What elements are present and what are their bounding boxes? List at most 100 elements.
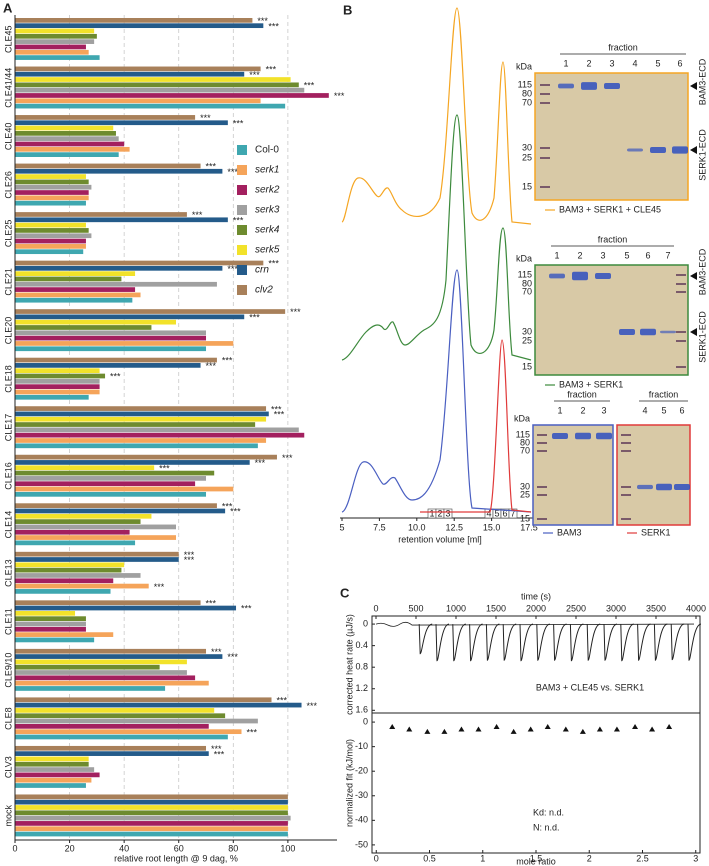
bar: [15, 77, 291, 82]
x-tick-label: 20: [65, 843, 75, 853]
bar: [15, 610, 76, 616]
marker-label: 15: [522, 181, 532, 191]
bar: [15, 28, 95, 34]
bar: [15, 384, 100, 390]
fraction-label: 4: [486, 508, 491, 518]
bar: [15, 632, 114, 637]
category-label: CLE26: [3, 171, 13, 199]
significance: ***: [233, 118, 244, 128]
significance: ***: [222, 356, 233, 366]
significance: ***: [227, 652, 238, 662]
bar: [15, 751, 209, 756]
bar: [15, 406, 267, 411]
y-tick-label: 1.2: [355, 683, 368, 693]
injection-peak: [553, 623, 567, 661]
x-tick-label: 1: [480, 853, 485, 863]
chromatogram-trace: [341, 114, 532, 361]
bar: [15, 217, 228, 223]
bar: [15, 524, 176, 530]
significance: ***: [222, 501, 233, 511]
bar: [15, 260, 264, 266]
protein-band: [575, 432, 591, 440]
fraction-box: [443, 508, 453, 519]
category-label: mock: [3, 804, 13, 826]
data-point: [649, 726, 656, 732]
x-axis-label: mole ratio: [516, 856, 556, 866]
x-tick-label: 17.5: [520, 522, 538, 532]
significance: ***: [110, 372, 121, 382]
bar: [15, 600, 201, 606]
plot-frame: [371, 615, 701, 714]
protein-band: [674, 484, 690, 490]
bar: [15, 287, 136, 292]
y-tick-label: 0: [363, 618, 368, 628]
lane-label: 2: [586, 58, 591, 68]
significance: ***: [249, 70, 260, 80]
data-point: [632, 724, 639, 729]
bar: [15, 357, 217, 363]
protein-band: [549, 273, 565, 279]
data-point: [613, 726, 620, 732]
bar: [15, 535, 176, 540]
bar: [15, 125, 114, 131]
bar: [15, 519, 141, 524]
fraction-label: 1: [429, 508, 434, 518]
bar: [15, 805, 288, 810]
legend-swatch: [237, 225, 247, 235]
protein-band: [637, 484, 653, 490]
protein-band: [627, 148, 643, 152]
category-label: CLV3: [3, 756, 13, 778]
injection-peak: [653, 623, 668, 661]
x-tick-label: 5: [339, 522, 344, 532]
bar: [15, 314, 245, 320]
x-tick-label: 12.5: [445, 522, 463, 532]
ladder-band: [537, 486, 547, 488]
protein-band: [672, 146, 688, 154]
bar: [15, 718, 258, 724]
panel-label: B: [343, 2, 352, 17]
bar: [15, 368, 100, 374]
bar: [15, 276, 122, 282]
bar: [15, 503, 217, 509]
chromatogram-trace: [341, 269, 532, 513]
significance: ***: [184, 550, 195, 560]
bar: [15, 794, 288, 800]
bar: [15, 222, 86, 228]
injection-peak: [620, 623, 635, 662]
fraction-box: [508, 508, 518, 519]
gel-caption: BAM3: [557, 527, 582, 537]
significance: ***: [257, 16, 268, 26]
chromatogram-trace: [420, 339, 532, 513]
x-tick-label: 1000: [446, 603, 466, 613]
ladder-band: [537, 434, 547, 436]
significance: ***: [206, 598, 217, 608]
bar: [15, 271, 136, 276]
bar: [15, 756, 89, 762]
significance: ***: [266, 65, 277, 75]
baseline: [375, 621, 695, 627]
bar: [15, 772, 100, 778]
bar: [15, 723, 209, 729]
significance: ***: [271, 404, 282, 414]
ladder-band: [537, 442, 547, 444]
injection-peak: [502, 623, 517, 661]
bar: [15, 93, 329, 98]
category-label: CLE8: [3, 707, 13, 730]
bar: [15, 831, 288, 837]
category-label: CLE17: [3, 414, 13, 442]
lane-label: 4: [642, 405, 647, 415]
y-tick-label: -50: [355, 839, 368, 849]
bar: [15, 373, 106, 379]
annotation: Kd: n.d.: [533, 807, 564, 817]
bar: [15, 637, 95, 643]
y-tick-label: -20: [355, 766, 368, 776]
lane-label: 3: [600, 250, 605, 260]
x-tick-label: 2000: [526, 603, 546, 613]
gel: [532, 424, 614, 526]
band-label: BAM3-ECD: [697, 248, 707, 295]
injection-peak: [435, 623, 450, 662]
data-point: [458, 726, 465, 732]
x-axis-label: retention volume [ml]: [398, 534, 482, 544]
bar: [15, 810, 288, 816]
bar: [15, 648, 207, 654]
